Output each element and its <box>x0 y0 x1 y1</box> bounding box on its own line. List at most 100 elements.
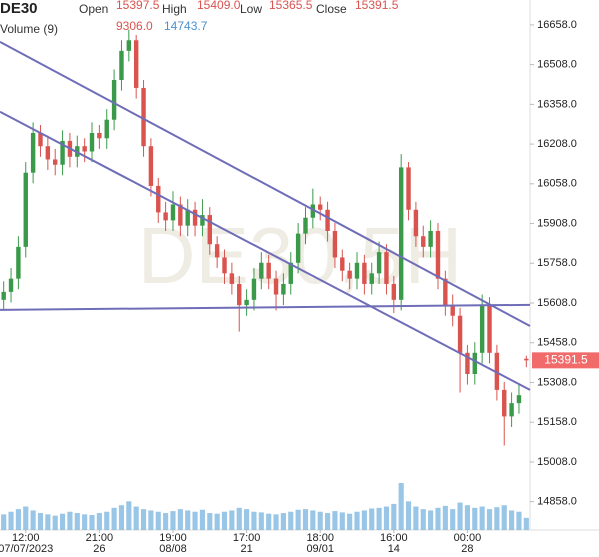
candle-body <box>207 215 212 245</box>
volume-bar <box>214 513 220 530</box>
candle-body <box>428 230 433 247</box>
volume-bar <box>89 515 95 530</box>
candle-body <box>119 50 124 80</box>
candle-body <box>273 278 279 295</box>
volume-bar <box>398 483 404 530</box>
volume-bar <box>74 513 80 530</box>
candle-body <box>354 262 360 279</box>
candle-body <box>303 217 308 234</box>
volume-bar <box>118 505 125 530</box>
candle-body <box>200 215 205 226</box>
volume-label: Volume (9) <box>0 22 58 36</box>
volume-bar <box>413 506 419 530</box>
candle-body <box>45 146 51 160</box>
candle-body <box>369 273 374 284</box>
candle-body <box>288 262 293 284</box>
volume-bar <box>221 511 228 530</box>
volume-value: 9306.0 <box>116 19 153 33</box>
candle-body <box>8 278 14 292</box>
candle-body <box>148 146 154 186</box>
volume-bar <box>501 505 507 530</box>
candle-body <box>281 283 286 295</box>
y-tick-label: 16358.0 <box>537 98 577 110</box>
candle-body <box>141 87 146 147</box>
x-tick-label: 14 <box>388 543 400 555</box>
volume-bar <box>479 506 485 530</box>
candle-body <box>214 244 220 258</box>
volume-bar <box>420 509 426 530</box>
price-box-label: 15391.5 <box>544 353 588 367</box>
volume-bar <box>295 509 301 530</box>
candle-body <box>347 270 352 279</box>
volume-bar <box>324 513 331 530</box>
x-tick-label: 00:00 <box>454 532 482 544</box>
candle-body <box>435 230 441 279</box>
volume-bar <box>376 507 382 530</box>
volume-bar <box>8 511 14 530</box>
symbol: DE30 <box>0 0 38 17</box>
volume-bar <box>45 514 51 530</box>
volume-bar <box>170 511 176 530</box>
candle-body <box>413 209 419 237</box>
candle-body <box>362 262 367 284</box>
candle-body <box>156 185 161 213</box>
volume-bar <box>140 509 147 530</box>
x-tick-label: 17:00 <box>233 532 261 544</box>
candle-body <box>1 291 6 300</box>
candle-body <box>251 278 257 300</box>
open-label: Open <box>79 2 108 16</box>
volume-bar <box>207 513 213 530</box>
x-tick-label: 09/01 <box>306 543 334 555</box>
volume-bar <box>383 506 390 530</box>
y-tick-label: 16658.0 <box>537 19 577 31</box>
y-tick-label: 15008.0 <box>537 456 577 468</box>
volume-bar <box>266 513 272 530</box>
y-tick-label: 15758.0 <box>537 257 577 269</box>
candle-body <box>421 236 426 247</box>
volume-bar <box>302 509 309 530</box>
volume-bar <box>509 510 515 530</box>
x-tick-label: 07/07/2023 <box>0 543 53 555</box>
volume-bar <box>82 514 88 530</box>
volume-bar <box>361 510 367 530</box>
volume-bar <box>258 512 264 530</box>
volume-bar <box>199 509 206 530</box>
candle-body <box>524 358 529 361</box>
x-tick-label: 08/08 <box>159 543 187 555</box>
volume-bar <box>163 513 169 530</box>
candle-body <box>479 305 485 353</box>
candle-body <box>53 159 58 165</box>
volume-bar <box>516 511 522 530</box>
volume-bar <box>23 506 29 530</box>
candle-body <box>82 146 87 152</box>
candle-body <box>295 233 301 263</box>
volume-bar <box>96 513 102 530</box>
volume-bar <box>126 501 132 530</box>
volume-bar <box>472 507 478 530</box>
volume-bar <box>1 514 7 530</box>
candle-body <box>133 40 139 88</box>
volume-bar <box>59 513 66 530</box>
volume-bar <box>486 509 493 530</box>
volume-bar <box>67 511 73 530</box>
low-label: Low <box>240 2 262 16</box>
candle-body <box>502 389 507 417</box>
candle-body <box>494 352 500 390</box>
candle-body <box>443 278 448 306</box>
volume-bar <box>52 515 58 530</box>
volume-bar <box>288 511 294 530</box>
candle-body <box>465 352 470 374</box>
candle-body <box>104 119 109 139</box>
volume-bar <box>523 517 529 530</box>
x-tick-label: 18:00 <box>306 532 334 544</box>
candle-body <box>340 257 345 271</box>
volume-bar <box>450 509 456 530</box>
trendline <box>0 303 531 311</box>
volume-bar <box>391 503 397 530</box>
x-tick-label: 21 <box>240 543 252 555</box>
volume-bar <box>251 511 257 530</box>
volume-bar <box>457 502 463 530</box>
volume-bar <box>148 510 154 530</box>
x-tick-label: 12:00 <box>12 532 40 544</box>
y-tick-label: 16508.0 <box>537 59 577 71</box>
